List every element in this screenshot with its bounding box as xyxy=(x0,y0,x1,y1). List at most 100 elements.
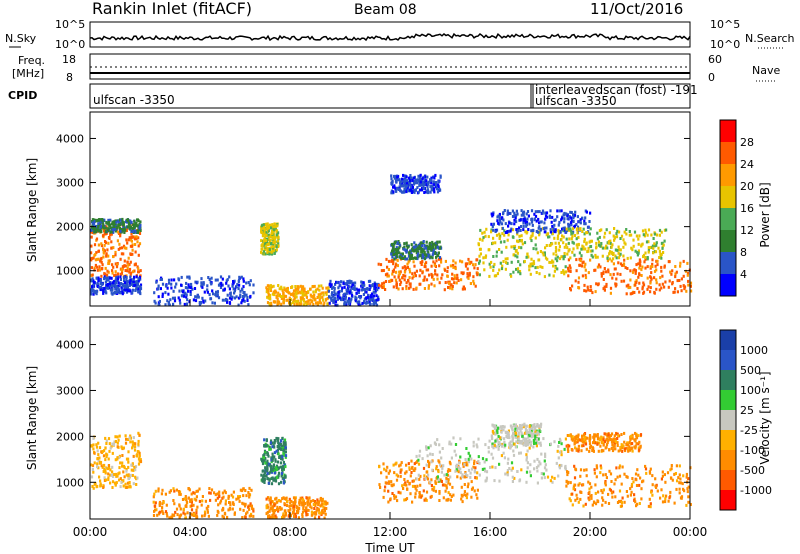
heatmap-cell xyxy=(173,296,176,300)
heatmap-cell xyxy=(92,443,95,447)
heatmap-cell xyxy=(268,286,271,290)
heatmap-cell xyxy=(639,260,642,264)
heatmap-cell xyxy=(155,280,158,284)
heatmap-cell xyxy=(273,222,276,226)
heatmap-cell xyxy=(175,488,178,492)
heatmap-cell xyxy=(506,473,509,477)
heatmap-cell xyxy=(461,475,464,479)
heatmap-cell xyxy=(429,190,432,194)
heatmap-cell xyxy=(294,512,297,516)
heatmap-cell xyxy=(451,287,454,291)
heatmap-cell xyxy=(567,269,570,273)
heatmap-cell xyxy=(94,482,97,486)
heatmap-cell xyxy=(221,277,224,281)
heatmap-cell xyxy=(485,476,488,480)
heatmap-cell xyxy=(566,217,569,221)
heatmap-cell xyxy=(123,475,126,479)
heatmap-cell xyxy=(617,245,620,249)
heatmap-cell xyxy=(402,487,405,490)
heatmap-cell xyxy=(530,220,534,224)
heatmap-cell xyxy=(112,443,116,447)
heatmap-cell xyxy=(320,509,324,513)
heatmap-cell xyxy=(157,287,160,291)
heatmap-cell xyxy=(440,456,443,460)
heatmap-cell xyxy=(268,248,271,252)
heatmap-cell xyxy=(579,468,583,472)
heatmap-cell xyxy=(292,301,295,305)
heatmap-cell xyxy=(614,284,617,288)
heatmap-cell xyxy=(316,296,319,299)
heatmap-cell xyxy=(450,456,453,460)
heatmap-cell xyxy=(638,281,641,285)
heatmap-cell xyxy=(120,271,123,275)
heatmap-cell xyxy=(506,257,509,261)
heatmap-cell xyxy=(222,516,225,520)
heatmap-cell xyxy=(384,481,387,485)
heatmap-cell xyxy=(119,257,122,261)
heatmap-cell xyxy=(125,468,128,471)
heatmap-cell xyxy=(119,229,122,233)
heatmap-cell xyxy=(566,246,569,250)
heatmap-cell xyxy=(491,214,494,218)
heatmap-cell xyxy=(92,279,95,283)
heatmap-cell xyxy=(318,515,321,519)
heatmap-cell xyxy=(139,223,142,227)
heatmap-cell xyxy=(575,437,578,441)
heatmap-cell xyxy=(616,437,619,440)
heatmap-cell xyxy=(395,263,398,267)
heatmap-cell xyxy=(328,301,331,305)
heatmap-cell xyxy=(627,286,630,290)
heatmap-cell xyxy=(542,253,545,257)
heatmap-cell xyxy=(374,301,377,305)
heatmap-cell xyxy=(502,212,505,216)
heatmap-cell xyxy=(553,236,556,240)
heatmap-cell xyxy=(404,183,407,187)
heatmap-cell xyxy=(433,176,436,180)
heatmap-cell xyxy=(111,228,114,232)
heatmap-cell xyxy=(266,243,269,246)
heatmap-cell xyxy=(530,229,533,233)
heatmap-cell xyxy=(526,210,530,213)
heatmap-cell xyxy=(116,286,119,290)
heatmap-cell xyxy=(573,488,577,492)
heatmap-cell xyxy=(115,265,119,269)
heatmap-cell xyxy=(278,456,281,459)
heatmap-cell xyxy=(414,486,417,490)
heatmap-cell xyxy=(103,243,106,247)
heatmap-cell xyxy=(679,264,682,268)
heatmap-cell xyxy=(582,247,585,251)
heatmap-cell xyxy=(679,481,682,485)
heatmap-cell xyxy=(426,268,430,272)
heatmap-cell xyxy=(426,249,429,253)
heatmap-cell xyxy=(138,242,142,246)
heatmap-cell xyxy=(556,255,559,259)
heatmap-cell xyxy=(220,281,223,285)
heatmap-cell xyxy=(275,496,278,500)
heatmap-cell xyxy=(435,467,438,471)
heatmap-cell xyxy=(90,230,93,234)
heatmap-cell xyxy=(412,260,415,264)
heatmap-cell xyxy=(301,503,304,507)
heatmap-cell xyxy=(534,236,537,240)
heatmap-cell xyxy=(250,488,253,492)
heatmap-cell xyxy=(517,439,520,443)
heatmap-cell xyxy=(425,183,428,187)
heatmap-cell xyxy=(206,510,209,514)
heatmap-cell xyxy=(411,187,415,191)
heatmap-cell xyxy=(437,185,440,189)
heatmap-cell xyxy=(107,254,110,258)
heatmap-cell xyxy=(605,244,608,248)
heatmap-cell xyxy=(419,474,422,478)
heatmap-cell xyxy=(184,512,187,516)
heatmap-cell xyxy=(415,488,418,492)
heatmap-cell xyxy=(582,444,585,448)
heatmap-cell xyxy=(413,271,416,275)
heatmap-cell xyxy=(285,504,289,507)
heatmap-cell xyxy=(425,261,428,265)
heatmap-cell xyxy=(393,176,396,180)
heatmap-cell xyxy=(107,437,111,441)
heatmap-cell xyxy=(306,500,309,504)
heatmap-cell xyxy=(97,458,100,462)
heatmap-cell xyxy=(206,290,209,294)
heatmap-cell xyxy=(166,286,169,290)
